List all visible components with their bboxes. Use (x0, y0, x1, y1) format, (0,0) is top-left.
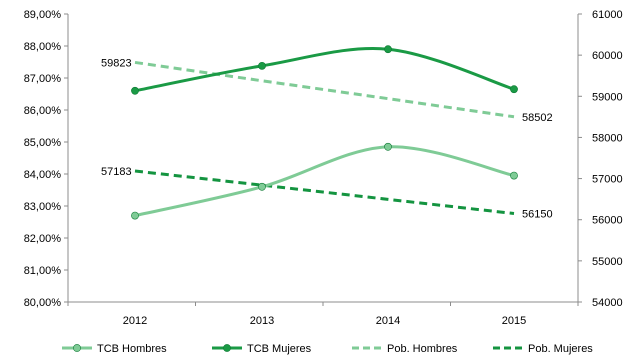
right-tick-label: 58000 (592, 132, 623, 144)
left-axis-ticks: 80,00% 81,00% 82,00% 83,00% 84,00% 85,00% 86,0… (24, 9, 68, 309)
legend-marker-tcb-hombres (73, 344, 81, 352)
right-tick-label: 56000 (592, 215, 623, 227)
series-line-pob-hombres (134, 60, 515, 119)
data-labels: 59823 58502 57183 56150 (101, 57, 553, 220)
data-point-tcb-mujeres (131, 86, 139, 95)
left-tick-label: 85,00% (24, 137, 62, 149)
right-tick-label: 57000 (592, 174, 623, 186)
series-line-tcb-mujeres (134, 47, 515, 93)
left-tick-label: 86,00% (24, 105, 62, 117)
right-tick-label: 59000 (592, 91, 623, 103)
data-point-tcb-hombres (384, 142, 392, 151)
data-label-pob-mujeres: 56150 (522, 209, 553, 221)
series-line-pob-mujeres (134, 169, 515, 216)
x-tick-label: 2014 (376, 315, 400, 327)
data-point-tcb-hombres (258, 182, 266, 191)
x-tick-label: 2013 (250, 315, 274, 327)
left-tick-label: 80,00% (24, 297, 62, 309)
x-tick-label: 2015 (502, 315, 526, 327)
x-axis-ticks: 2012 2013 2014 2015 (67, 302, 579, 327)
data-point-tcb-mujeres (510, 85, 518, 94)
data-point-tcb-hombres (131, 211, 139, 220)
x-tick-label: 2012 (123, 315, 147, 327)
axes (67, 14, 579, 303)
legend-label-tcb-hombres: TCB Hombres (97, 343, 167, 355)
right-tick-label: 55000 (592, 256, 623, 268)
legend-label-pob-mujeres: Pob. Mujeres (528, 343, 593, 355)
left-tick-label: 87,00% (24, 73, 62, 85)
data-label-pob-hombres: 58502 (522, 112, 553, 124)
left-tick-label: 83,00% (24, 201, 62, 213)
right-tick-label: 54000 (592, 297, 623, 309)
legend-label-tcb-mujeres: TCB Mujeres (247, 343, 312, 355)
right-tick-label: 60000 (592, 50, 623, 62)
right-tick-label: 61000 (592, 9, 623, 21)
data-point-tcb-mujeres (258, 61, 266, 70)
data-label-pob-hombres: 59823 (101, 57, 132, 69)
series-line-tcb-hombres (134, 145, 515, 218)
left-tick-label: 84,00% (24, 169, 62, 181)
left-tick-label: 88,00% (24, 41, 62, 53)
data-point-tcb-mujeres (384, 45, 392, 54)
left-tick-label: 81,00% (24, 265, 62, 277)
legend: TCB Hombres TCB Mujeres Pob. Hombres Pob. M… (62, 343, 593, 355)
legend-marker-tcb-mujeres (223, 344, 231, 352)
legend-label-pob-hombres: Pob. Hombres (387, 343, 458, 355)
right-axis-ticks: 54000 55000 56000 57000 58000 59000 60000 61000 (578, 9, 623, 309)
left-tick-label: 82,00% (24, 233, 62, 245)
data-point-tcb-hombres (510, 171, 518, 180)
data-label-pob-mujeres: 57183 (101, 166, 132, 178)
series-lines (131, 45, 518, 220)
left-tick-label: 89,00% (24, 9, 62, 21)
